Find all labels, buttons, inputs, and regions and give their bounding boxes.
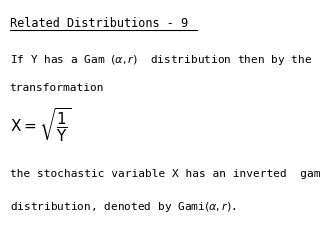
Text: Related Distributions - 9: Related Distributions - 9 <box>10 17 188 30</box>
Text: distribution, denoted by Gami$(\alpha ,r)$.: distribution, denoted by Gami$(\alpha ,r… <box>10 200 236 214</box>
Text: transformation: transformation <box>10 83 104 93</box>
Text: If Y has a Gam $(\alpha ,r)$  distribution then by the: If Y has a Gam $(\alpha ,r)$ distributio… <box>10 53 312 67</box>
Text: the stochastic variable X has an inverted  gamma: the stochastic variable X has an inverte… <box>10 169 321 179</box>
Text: $\mathrm{X} = \sqrt{\dfrac{1}{\mathrm{Y}}}$: $\mathrm{X} = \sqrt{\dfrac{1}{\mathrm{Y}… <box>10 107 71 144</box>
